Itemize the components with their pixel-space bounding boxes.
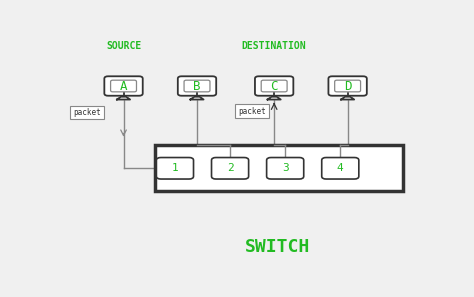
Text: B: B <box>193 80 201 93</box>
Text: packet: packet <box>73 108 100 117</box>
FancyBboxPatch shape <box>178 76 216 96</box>
Text: 1: 1 <box>172 163 178 173</box>
Polygon shape <box>268 97 281 99</box>
FancyBboxPatch shape <box>156 157 193 179</box>
FancyBboxPatch shape <box>255 76 293 96</box>
Text: A: A <box>120 80 128 93</box>
FancyBboxPatch shape <box>266 157 304 179</box>
Text: SOURCE: SOURCE <box>106 41 141 51</box>
Polygon shape <box>117 97 130 99</box>
Text: 3: 3 <box>282 163 289 173</box>
Text: DESTINATION: DESTINATION <box>242 41 307 51</box>
Bar <box>155 146 403 191</box>
Text: packet: packet <box>238 107 266 116</box>
Text: 4: 4 <box>337 163 344 173</box>
FancyBboxPatch shape <box>110 80 137 92</box>
Polygon shape <box>341 97 354 99</box>
FancyBboxPatch shape <box>328 76 367 96</box>
Polygon shape <box>191 97 203 99</box>
FancyBboxPatch shape <box>211 157 249 179</box>
Text: C: C <box>270 80 278 93</box>
Text: D: D <box>344 80 351 93</box>
Text: 2: 2 <box>227 163 233 173</box>
FancyBboxPatch shape <box>322 157 359 179</box>
FancyBboxPatch shape <box>104 76 143 96</box>
Text: SWITCH: SWITCH <box>245 238 310 256</box>
FancyBboxPatch shape <box>184 80 210 92</box>
FancyBboxPatch shape <box>236 105 269 118</box>
FancyBboxPatch shape <box>261 80 287 92</box>
FancyBboxPatch shape <box>335 80 361 92</box>
FancyBboxPatch shape <box>70 106 103 119</box>
